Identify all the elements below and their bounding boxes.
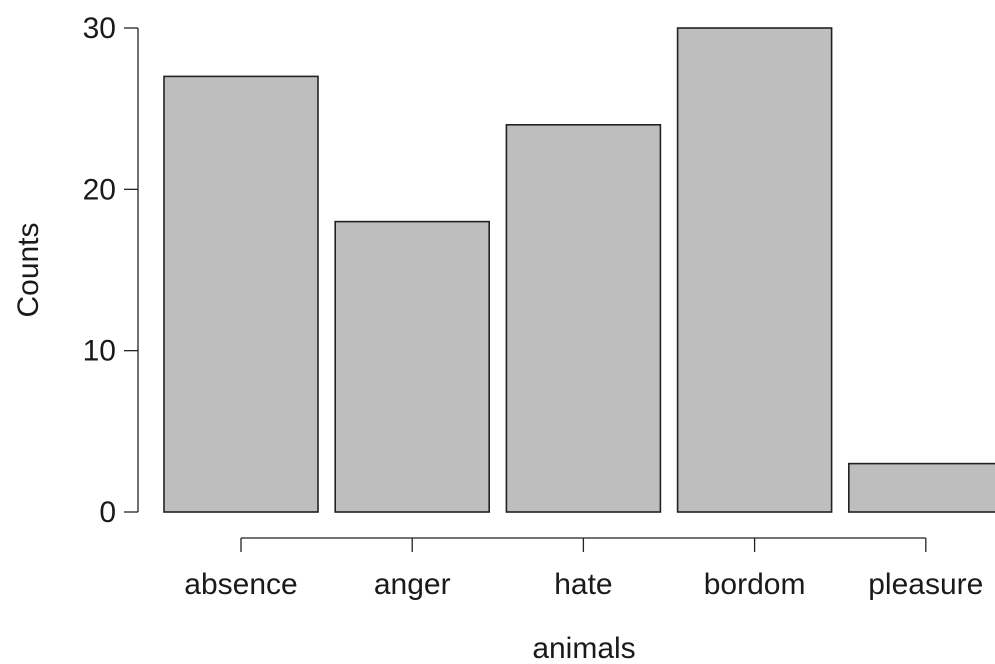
x-tick-label-anger: anger	[374, 568, 451, 601]
bars-group	[163, 27, 995, 513]
x-tick-label-hate: hate	[554, 568, 612, 601]
y-tick-label: 0	[99, 496, 116, 529]
y-tick-label: 10	[83, 335, 116, 368]
y-tick-label: 20	[83, 173, 116, 206]
bar-absence	[163, 75, 319, 513]
x-tick-label-pleasure: pleasure	[868, 568, 983, 601]
x-axis: absence anger hate bordom pleasure	[184, 537, 983, 601]
bar-anger	[334, 220, 491, 513]
x-axis-title: animals	[532, 632, 635, 664]
y-tick-label: 30	[83, 12, 116, 45]
bar-pleasure	[847, 462, 995, 513]
x-tick-label-bordom: bordom	[704, 568, 806, 601]
bar-hate	[505, 124, 662, 513]
bar-bordom	[676, 27, 833, 513]
y-axis: 0 10 20 30	[83, 12, 139, 529]
y-axis-title: Counts	[12, 222, 45, 317]
x-tick-label-absence: absence	[184, 568, 297, 601]
